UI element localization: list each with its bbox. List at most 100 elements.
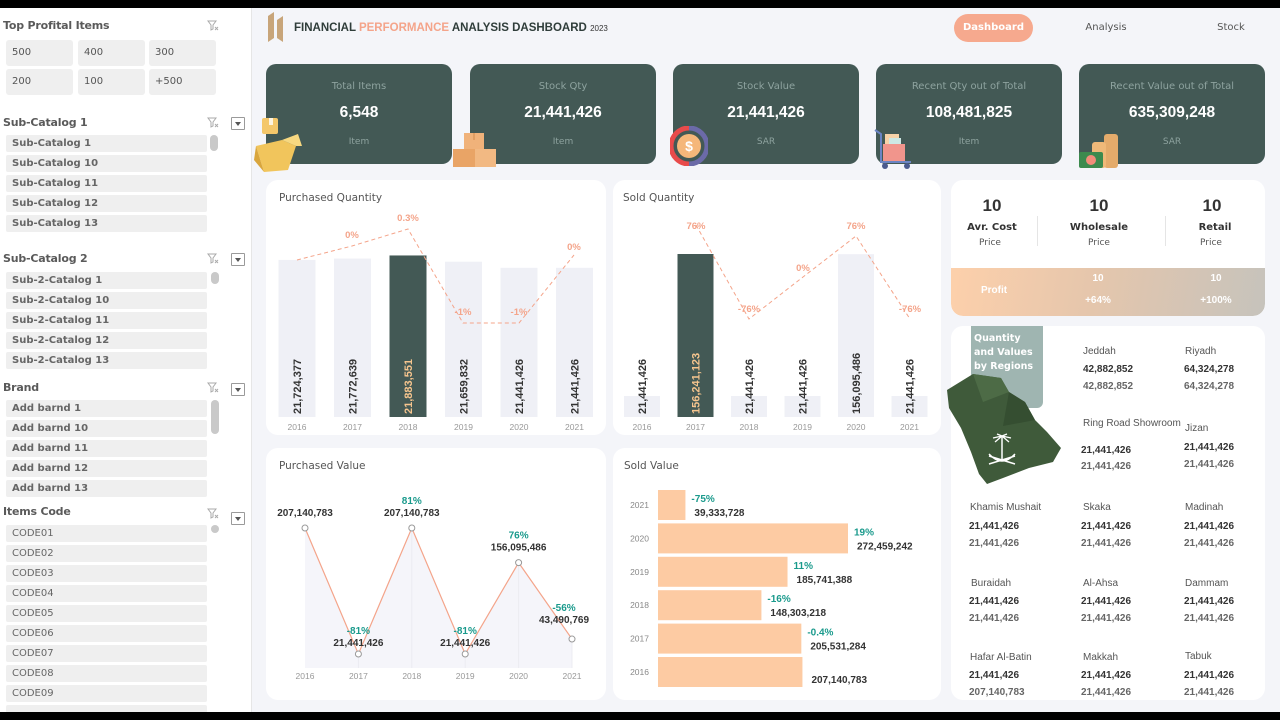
slicer-item[interactable]: Add barnd 11 xyxy=(6,440,207,457)
clear-filter-icon[interactable] xyxy=(207,117,219,129)
price-sublabel: Price xyxy=(1088,238,1110,248)
region-value: 21,441,426 xyxy=(969,613,1020,624)
dropdown-button[interactable] xyxy=(231,512,245,525)
bar-2021 xyxy=(556,267,593,417)
tile-plus-500[interactable]: +500 xyxy=(149,69,216,95)
slicer-item[interactable]: Add barnd 13 xyxy=(6,480,207,497)
slicer-item[interactable]: CODE07 xyxy=(6,645,207,662)
slicer-item[interactable]: CODE06 xyxy=(6,625,207,642)
change-label: -1% xyxy=(511,307,528,318)
slicer-item[interactable]: Sub-2-Catalog 10 xyxy=(6,292,207,309)
value-label: 21,441,426 xyxy=(440,638,490,649)
bar-value-label: 21,441,426 xyxy=(905,359,917,414)
value-label: 148,303,218 xyxy=(770,608,826,619)
bar-2017 xyxy=(677,254,714,417)
bar-2019 xyxy=(445,261,482,417)
chart-title: Purchased Value xyxy=(279,460,366,472)
kpi-label: Stock Qty xyxy=(538,81,588,92)
x-tick-label: 2017 xyxy=(343,422,362,432)
scrollbar-thumb[interactable] xyxy=(211,400,219,434)
clear-filter-icon[interactable] xyxy=(207,382,219,394)
scrollbar-thumb[interactable] xyxy=(211,525,219,533)
tile-400[interactable]: 400 xyxy=(78,40,145,66)
svg-text:$: $ xyxy=(685,138,693,154)
region-qty: 21,441,426 xyxy=(1081,670,1132,681)
slicer-item[interactable]: Sub-2-Catalog 1 xyxy=(6,272,207,289)
region-name: Al-Ahsa xyxy=(1083,578,1119,589)
dropdown-button[interactable] xyxy=(231,117,245,130)
slicer-item[interactable]: Sub-Catalog 11 xyxy=(6,175,207,192)
slicer-item[interactable]: CODE04 xyxy=(6,585,207,602)
saudi-map-emblem-icon xyxy=(947,374,1061,484)
slicer-item[interactable]: Sub-Catalog 1 xyxy=(6,135,207,152)
nav-stock[interactable]: Stock xyxy=(1217,22,1245,33)
kpi-unit: Item xyxy=(348,137,370,147)
tile-500[interactable]: 500 xyxy=(6,40,73,66)
x-tick-label: 2020 xyxy=(509,671,528,681)
regions-card: Quantity and Values by Regions Jeddah 42… xyxy=(947,326,1265,700)
clear-filter-icon[interactable] xyxy=(207,20,219,32)
slicer-item[interactable]: Add barnd 12 xyxy=(6,460,207,477)
slicer-item[interactable]: CODE08 xyxy=(6,665,207,682)
region-name: Buraidah xyxy=(971,578,1012,589)
slicer-item[interactable]: Add barnd 10 xyxy=(6,420,207,437)
bar-value-label: 21,441,426 xyxy=(514,359,526,414)
region-value: 21,441,426 xyxy=(1184,687,1235,698)
region-value: 21,441,426 xyxy=(1184,538,1235,549)
slicer-item[interactable]: Sub-2-Catalog 12 xyxy=(6,332,207,349)
region-qty: 21,441,426 xyxy=(969,521,1020,532)
dropdown-button[interactable] xyxy=(231,383,245,396)
profit-wholesale-pct: +64% xyxy=(1085,295,1111,306)
filter-sidebar: Top Profital Items 500 400 300 200 100 +… xyxy=(0,8,252,712)
region-value: 21,441,426 xyxy=(1184,459,1235,470)
change-label: 0.3% xyxy=(397,213,419,224)
clear-filter-icon[interactable] xyxy=(207,253,219,265)
data-point xyxy=(354,650,362,658)
data-point xyxy=(515,559,523,567)
sold-value-chart: 2021 -75% 39,333,728 2020 19% 272,459,242 2019… xyxy=(630,490,913,687)
kpi-value: 21,441,426 xyxy=(727,104,805,121)
slicer-item-partial[interactable] xyxy=(6,705,207,712)
divider xyxy=(1165,216,1166,246)
stacked-boxes-icon xyxy=(453,133,496,167)
slicer-item[interactable]: Sub-Catalog 12 xyxy=(6,195,207,212)
scrollbar-thumb[interactable] xyxy=(210,135,218,151)
slicer-item[interactable]: Sub-2-Catalog 13 xyxy=(6,352,207,369)
purchased-quantity-card: Purchased Quantity 21,724,377 2016 21,772,… xyxy=(266,180,606,435)
slicer-item[interactable]: Sub-Catalog 10 xyxy=(6,155,207,172)
slicer-item[interactable]: CODE01 xyxy=(6,525,207,542)
data-point xyxy=(408,524,416,532)
slicer-item[interactable]: Sub-2-Catalog 11 xyxy=(6,312,207,329)
dropdown-button[interactable] xyxy=(231,253,245,266)
data-point xyxy=(301,524,309,532)
tile-300[interactable]: 300 xyxy=(149,40,216,66)
x-tick-label: 2020 xyxy=(510,422,529,432)
slicer-item[interactable]: CODE09 xyxy=(6,685,207,702)
slicer-item[interactable]: CODE02 xyxy=(6,545,207,562)
slicer-item[interactable]: Add barnd 1 xyxy=(6,400,207,417)
area-fill xyxy=(305,528,572,668)
scrollbar-thumb[interactable] xyxy=(211,272,219,284)
kpi-stock-value: Stock Value 21,441,426 SAR xyxy=(673,64,859,164)
nav-dashboard[interactable]: Dashboard xyxy=(954,14,1033,42)
nav-analysis[interactable]: Analysis xyxy=(1085,22,1127,33)
change-label: 0% xyxy=(345,230,359,241)
wholesale-value: 10 xyxy=(1089,196,1109,215)
slicer-item[interactable]: CODE03 xyxy=(6,565,207,582)
region-name: Dammam xyxy=(1185,578,1229,589)
kpi-total-items: Total Items 6,548 Item xyxy=(266,64,452,164)
open-box-icon xyxy=(254,118,302,172)
change-label: 76% xyxy=(846,221,866,232)
profit-wholesale-value: 10 xyxy=(1092,273,1104,284)
tile-100[interactable]: 100 xyxy=(78,69,145,95)
region-name: Skaka xyxy=(1083,502,1111,513)
tile-200[interactable]: 200 xyxy=(6,69,73,95)
title-text: FINANCIAL xyxy=(294,22,359,34)
change-label: -56% xyxy=(552,603,575,614)
chart-title: Sold Quantity xyxy=(623,192,695,204)
slicer-item[interactable]: Sub-Catalog 13 xyxy=(6,215,207,232)
x-tick-label: 2017 xyxy=(686,422,705,432)
change-label: -75% xyxy=(691,494,714,505)
slicer-item[interactable]: CODE05 xyxy=(6,605,207,622)
clear-filter-icon[interactable] xyxy=(207,508,219,520)
